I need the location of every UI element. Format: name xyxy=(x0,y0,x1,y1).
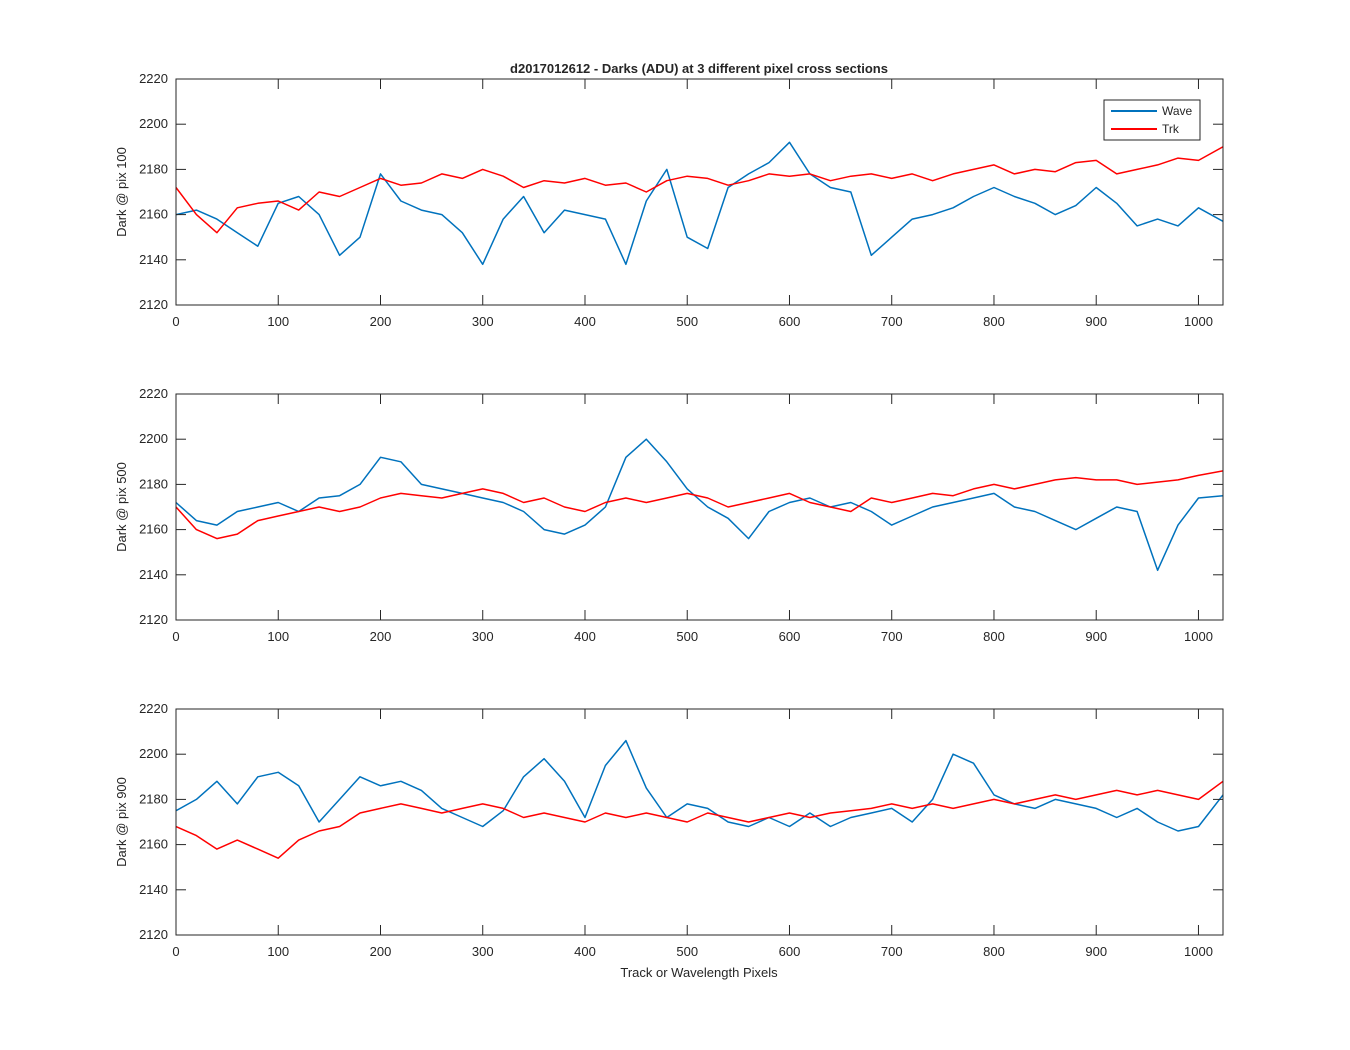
x-tick-label: 400 xyxy=(574,314,596,329)
y-axis-label: Dark @ pix 100 xyxy=(114,147,129,237)
y-tick-label: 2160 xyxy=(139,522,168,537)
subplot-1: 0 100 200 300 400 500 600 700 800 900 1000 2120 2140… xyxy=(114,71,1224,329)
x-tick-label: 200 xyxy=(370,944,392,959)
series-line-wave xyxy=(176,141,1223,266)
x-tick-label: 900 xyxy=(1085,314,1107,329)
x-tick-label: 200 xyxy=(370,629,392,644)
x-tick-label: 800 xyxy=(983,944,1005,959)
x-tick-label: 500 xyxy=(676,629,698,644)
x-tick-label: 100 xyxy=(267,629,289,644)
y-tick-label: 2160 xyxy=(139,837,168,852)
y-tick-label: 2140 xyxy=(139,252,168,267)
y-tick-label: 2120 xyxy=(139,927,168,942)
x-tick-label: 0 xyxy=(172,314,179,329)
legend-label-wave: Wave xyxy=(1162,104,1193,118)
x-tick-label: 700 xyxy=(881,314,903,329)
x-tick-label: 100 xyxy=(267,944,289,959)
y-axis-label: Dark @ pix 900 xyxy=(114,777,129,867)
x-tick-label: 500 xyxy=(676,314,698,329)
x-tick-label: 800 xyxy=(983,629,1005,644)
y-tick-label: 2220 xyxy=(139,701,168,716)
y-tick-label: 2180 xyxy=(139,161,168,176)
x-tick-label: 500 xyxy=(676,944,698,959)
y-tick-label: 2180 xyxy=(139,791,168,806)
x-tick-label: 200 xyxy=(370,314,392,329)
x-tick-label: 900 xyxy=(1085,944,1107,959)
series-line-trk xyxy=(176,470,1223,540)
y-tick-label: 2120 xyxy=(139,612,168,627)
subplot-2: 0 100 200 300 400 500 600 700 800 900 1000 2120 2140… xyxy=(114,386,1224,644)
legend-label-trk: Trk xyxy=(1162,122,1180,136)
series-line-trk xyxy=(176,780,1223,859)
x-tick-label: 900 xyxy=(1085,629,1107,644)
x-tick-label: 0 xyxy=(172,629,179,644)
subplot-3: 0 100 200 300 400 500 600 700 800 900 1000 2120 2140… xyxy=(114,701,1224,959)
axes-frame xyxy=(175,708,1224,936)
series-line-wave xyxy=(176,438,1223,572)
subplots: 0 100 200 300 400 500 600 700 800 900 100021202140… xyxy=(114,71,1224,959)
x-tick-label: 600 xyxy=(779,314,801,329)
axes-frame xyxy=(175,393,1224,621)
x-tick-label: 100 xyxy=(267,314,289,329)
y-tick-label: 2200 xyxy=(139,746,168,761)
y-tick-label: 2200 xyxy=(139,431,168,446)
y-tick-label: 2180 xyxy=(139,476,168,491)
y-tick-label: 2220 xyxy=(139,386,168,401)
x-tick-label: 800 xyxy=(983,314,1005,329)
y-tick-label: 2160 xyxy=(139,207,168,222)
x-tick-label: 1000 xyxy=(1184,314,1213,329)
x-tick-label: 0 xyxy=(172,944,179,959)
x-tick-label: 300 xyxy=(472,944,494,959)
x-tick-label: 600 xyxy=(779,944,801,959)
x-tick-label: 400 xyxy=(574,944,596,959)
legend-box xyxy=(1103,99,1201,141)
x-tick-label: 700 xyxy=(881,944,903,959)
x-axis-label: Track or Wavelength Pixels xyxy=(620,965,778,980)
legend: Wave Trk xyxy=(1103,99,1201,141)
y-tick-label: 2140 xyxy=(139,882,168,897)
series-line-wave xyxy=(176,739,1223,832)
x-tick-label: 1000 xyxy=(1184,629,1213,644)
y-tick-label: 2200 xyxy=(139,116,168,131)
x-tick-label: 1000 xyxy=(1184,944,1213,959)
figure-title: d2017012612 - Darks (ADU) at 3 different… xyxy=(510,61,888,76)
x-tick-label: 300 xyxy=(472,629,494,644)
x-tick-label: 600 xyxy=(779,629,801,644)
x-tick-label: 300 xyxy=(472,314,494,329)
y-axis-label: Dark @ pix 500 xyxy=(114,462,129,552)
series-line-trk xyxy=(176,146,1223,234)
y-tick-label: 2220 xyxy=(139,71,168,86)
x-tick-label: 700 xyxy=(881,629,903,644)
y-tick-label: 2140 xyxy=(139,567,168,582)
x-tick-label: 400 xyxy=(574,629,596,644)
axes-frame xyxy=(175,78,1224,306)
y-tick-label: 2120 xyxy=(139,297,168,312)
